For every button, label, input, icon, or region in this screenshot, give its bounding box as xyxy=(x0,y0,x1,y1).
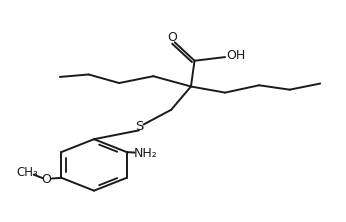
Text: O: O xyxy=(167,32,177,44)
Text: CH₃: CH₃ xyxy=(16,166,38,179)
Text: S: S xyxy=(135,120,143,133)
Text: NH₂: NH₂ xyxy=(134,147,157,160)
Text: O: O xyxy=(41,172,51,186)
Text: OH: OH xyxy=(226,49,245,62)
